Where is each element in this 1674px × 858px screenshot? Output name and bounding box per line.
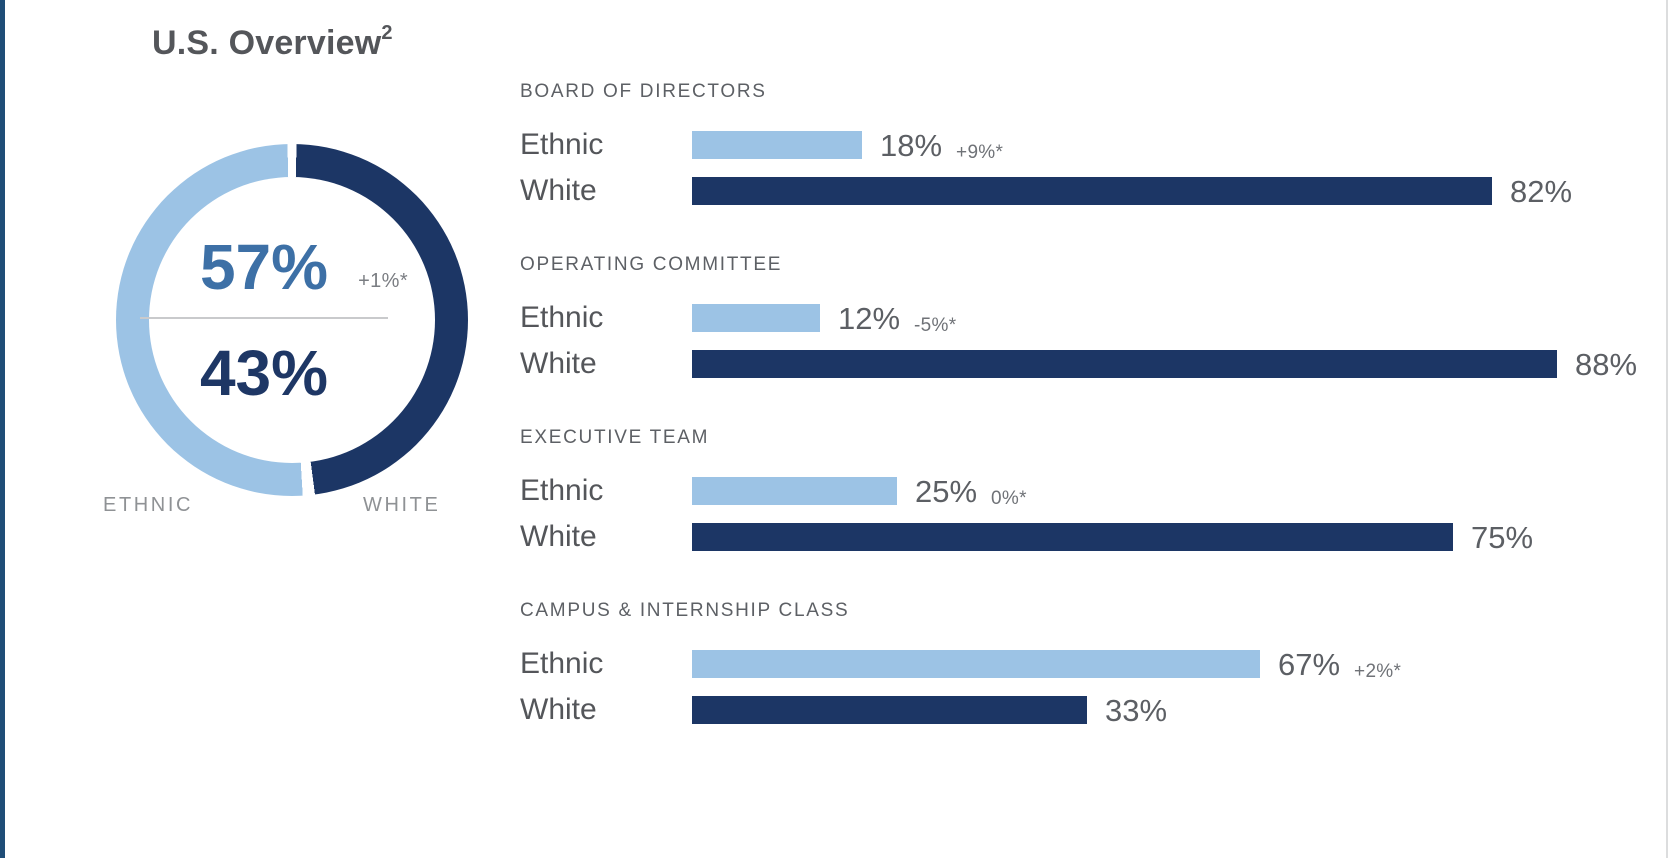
bar-value: 18% [880,127,943,163]
group-title: EXECUTIVE TEAM [520,427,710,448]
row-label: Ethnic [520,474,604,507]
bar-change-label: +2%* [1354,660,1402,682]
group-title: CAMPUS & INTERNSHIP CLASS [520,600,850,621]
bar-row: White 33% [520,692,1670,728]
row-label: White [520,520,597,553]
donut-label-ethnic: ETHNIC [103,494,194,516]
bar-row: Ethnic 25% 0%* [520,473,1670,509]
page-title-text: U.S. Overview [152,24,382,62]
ethnic-bar [692,131,862,159]
ethnic-percentage-value: 57% [199,231,329,303]
bar-value: 67% [1278,646,1341,682]
white-bar [692,523,1453,551]
donut-center-metrics: 57% +1%* 43% [88,144,440,496]
ethnic-percentage: 57% +1%* [200,235,408,299]
ethnic-bar [692,650,1260,678]
right-divider-line [1666,0,1668,858]
bar-row: Ethnic 12% -5%* [520,300,1670,336]
row-label: Ethnic [520,128,604,161]
bar-group: EXECUTIVE TEAM Ethnic 25% 0%* White 75% [520,427,1670,555]
bar-group: BOARD OF DIRECTORS Ethnic 18% +9%* White 82% [520,81,1670,209]
white-bar [692,696,1087,724]
bar-change-label: -5%* [914,314,957,336]
bar-group: OPERATING COMMITTEE Ethnic 12% -5%* White 88% [520,254,1670,382]
white-bar [692,177,1492,205]
bar-value: 88% [1575,346,1638,382]
bar-value: 82% [1510,173,1573,209]
ethnic-bar [692,304,820,332]
bar-row: Ethnic 18% +9%* [520,127,1670,163]
bar-value: 33% [1105,692,1168,728]
donut-chart: 57% +1%* 43% [116,144,468,496]
ethnic-bar [692,477,897,505]
bar-row: White 75% [520,519,1670,555]
bar-value: 75% [1471,519,1534,555]
bar-row: Ethnic 67% +2%* [520,646,1670,682]
left-accent-bar [0,0,5,858]
bar-value: 12% [838,300,901,336]
bar-group: CAMPUS & INTERNSHIP CLASS Ethnic 67% +2%* Wh… [520,600,1670,728]
group-title: BOARD OF DIRECTORS [520,81,767,102]
bar-chart-groups: BOARD OF DIRECTORS Ethnic 18% +9%* White 82% O… [520,82,1670,774]
bar-change-label: 0%* [991,487,1027,509]
row-label: White [520,693,597,726]
bar-row: White 88% [520,346,1670,382]
row-label: Ethnic [520,647,604,680]
bar-row: White 82% [520,173,1670,209]
group-title: OPERATING COMMITTEE [520,254,783,275]
white-percentage: 43% [199,337,329,409]
page-title-footnote-marker: 2 [381,22,393,44]
row-label: White [520,347,597,380]
metric-divider [140,317,388,319]
page-title: U.S. Overview2 [152,22,393,63]
donut-label-white: WHITE [363,494,441,516]
row-label: White [520,174,597,207]
bar-value: 25% [915,473,978,509]
bar-change-label: +9%* [956,141,1004,163]
white-bar [692,350,1557,378]
ethnic-change-label: +1%* [358,270,409,292]
row-label: Ethnic [520,301,604,334]
